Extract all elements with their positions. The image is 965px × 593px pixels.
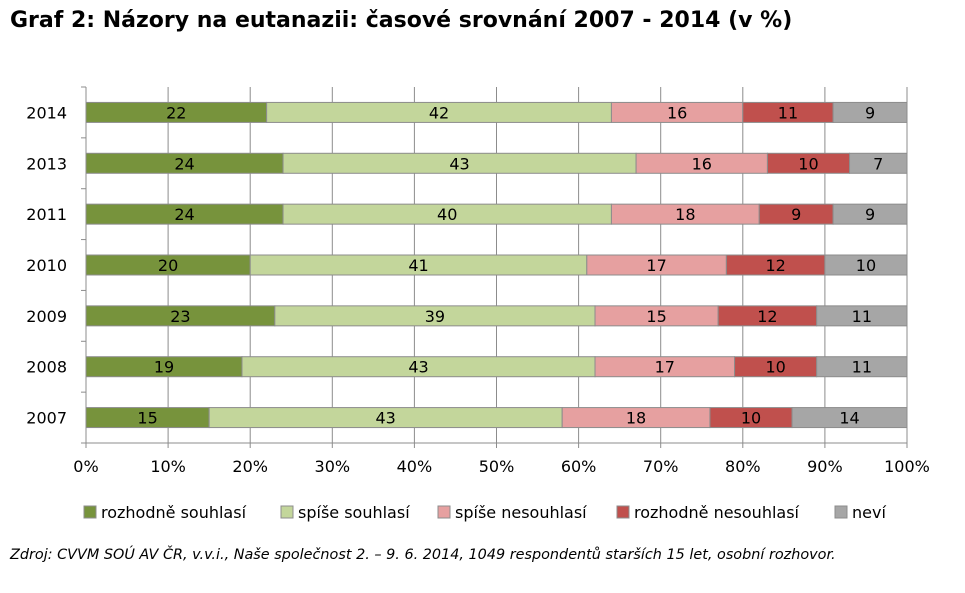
legend: rozhodně souhlasí spíše souhlasí spíše nes… (83, 503, 886, 522)
legend-label: rozhodně nesouhlasí (634, 503, 800, 522)
data-label: 11 (852, 358, 872, 377)
legend-label: spíše souhlasí (298, 503, 410, 522)
data-label: 16 (692, 154, 712, 173)
data-label: 12 (757, 307, 777, 326)
y-category-label: 2011 (26, 205, 67, 224)
data-label: 24 (174, 205, 194, 224)
data-label: 43 (408, 358, 428, 377)
data-label: 43 (449, 154, 469, 173)
legend-swatch (834, 505, 848, 519)
data-label: 19 (154, 358, 174, 377)
x-tick-label: 60% (561, 457, 597, 476)
x-tick-label: 30% (315, 457, 351, 476)
data-label: 22 (166, 103, 186, 122)
data-label: 9 (791, 205, 801, 224)
x-tick-label: 10% (150, 457, 186, 476)
source-note: Zdroj: CVVM SOÚ AV ČR, v.v.i., Naše spol… (10, 547, 836, 563)
data-label: 15 (137, 409, 157, 428)
x-tick-label: 0% (73, 457, 98, 476)
data-label: 39 (425, 307, 445, 326)
y-category-label: 2009 (26, 307, 67, 326)
data-label: 23 (170, 307, 190, 326)
legend-swatch (280, 505, 294, 519)
bars: 22 42 16 11 9 24 43 16 10 7 24 40 18 9 9 20 41 17 12 10 23 39… (85, 101, 908, 429)
data-label: 11 (778, 103, 798, 122)
data-label: 43 (375, 409, 395, 428)
data-label: 12 (765, 256, 785, 275)
y-category-label: 2008 (26, 358, 67, 377)
legend-swatch (616, 505, 630, 519)
x-tick-label: 20% (232, 457, 268, 476)
data-label: 10 (765, 358, 785, 377)
bar-segment (791, 407, 908, 429)
data-label: 15 (646, 307, 666, 326)
data-label: 10 (856, 256, 876, 275)
data-label: 18 (675, 205, 695, 224)
data-label: 9 (865, 205, 875, 224)
bar-segment (816, 305, 908, 327)
data-label: 40 (437, 205, 457, 224)
y-category-label: 2013 (26, 154, 67, 173)
data-label: 10 (741, 409, 761, 428)
y-category-label: 2010 (26, 256, 67, 275)
x-tick-label: 40% (397, 457, 433, 476)
data-label: 24 (174, 154, 194, 173)
data-label: 11 (852, 307, 872, 326)
axes: 0% 10% 20% 30% 40% 50% 60% 70% 80% 90% 100%2014201… (26, 86, 930, 476)
data-label: 16 (667, 103, 687, 122)
x-tick-label: 80% (725, 457, 761, 476)
x-tick-label: 90% (807, 457, 843, 476)
x-tick-label: 50% (479, 457, 515, 476)
bar-segment (824, 254, 908, 276)
bar-segment (816, 356, 908, 378)
x-tick-label: 100% (884, 457, 930, 476)
legend-swatch (83, 505, 97, 519)
legend-label: neví (852, 503, 886, 522)
data-label: 7 (873, 154, 883, 173)
data-label: 9 (865, 103, 875, 122)
data-label: 41 (408, 256, 428, 275)
data-label: 42 (429, 103, 449, 122)
data-label: 10 (798, 154, 818, 173)
legend-label: rozhodně souhlasí (101, 503, 247, 522)
data-label: 17 (655, 358, 675, 377)
bar-segment (849, 152, 908, 174)
data-label: 17 (646, 256, 666, 275)
legend-swatch (437, 505, 451, 519)
x-tick-label: 70% (643, 457, 679, 476)
bar-segment (832, 101, 908, 123)
bar-segment (832, 203, 908, 225)
page-title: Graf 2: Názory na eutanazii: časové srov… (10, 8, 793, 33)
y-category-label: 2014 (26, 103, 67, 122)
data-label: 18 (626, 409, 646, 428)
data-label: 14 (839, 409, 859, 428)
y-category-label: 2007 (26, 409, 67, 428)
legend-label: spíše nesouhlasí (455, 503, 587, 522)
data-label: 20 (158, 256, 178, 275)
